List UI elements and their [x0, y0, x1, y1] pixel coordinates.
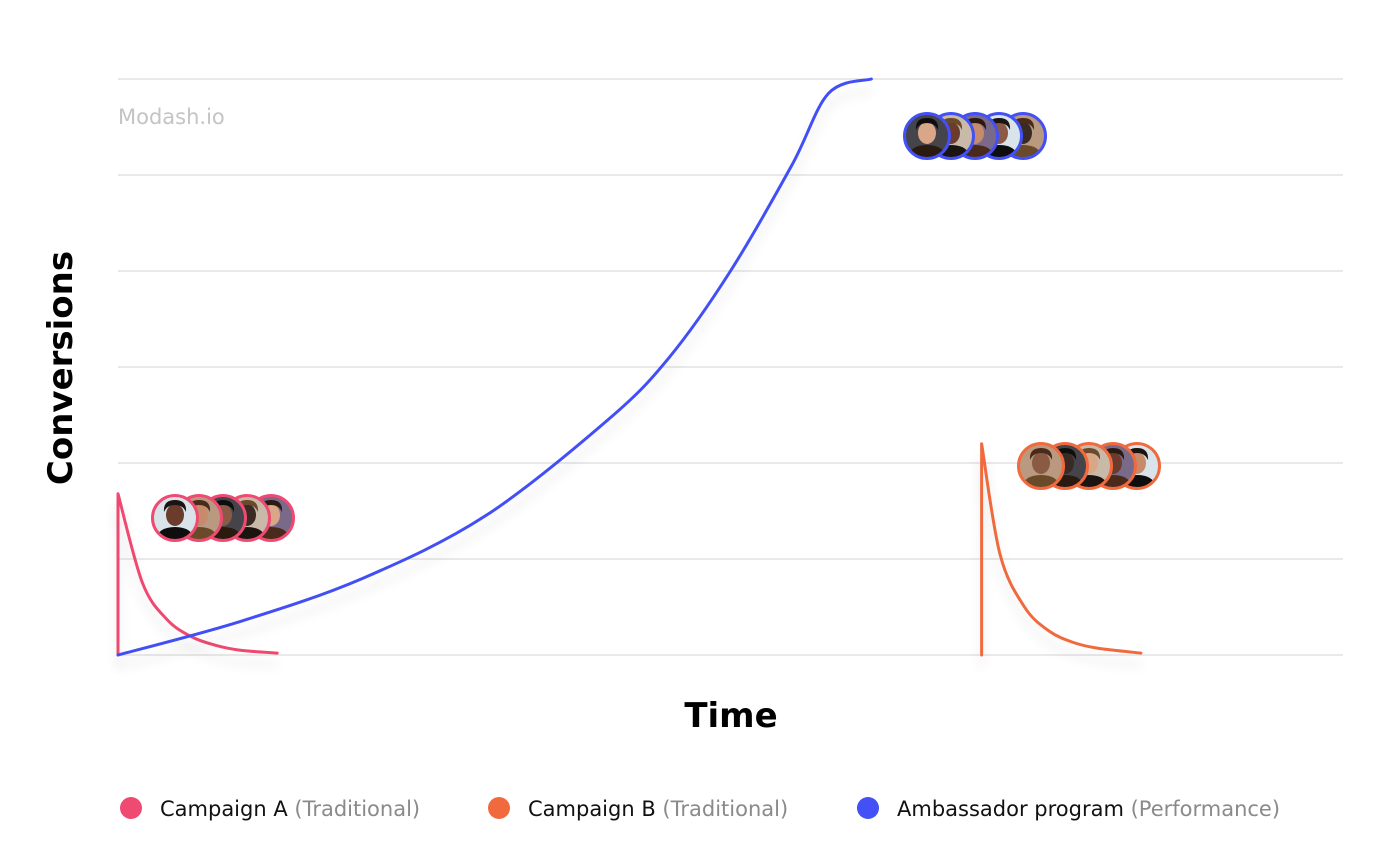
- avatar-group-ambassador: [903, 112, 1047, 160]
- legend-item-campaign-b: Campaign B (Traditional): [488, 797, 788, 821]
- avatar-group-campaign-b: [1017, 442, 1161, 490]
- series-line-ambassador: [116, 77, 873, 657]
- legend-swatch: [857, 797, 879, 819]
- legend-label: Campaign B (Traditional): [528, 797, 788, 821]
- series-line-campaign-b: [980, 442, 1143, 657]
- series-lines: [116, 77, 1143, 657]
- avatar-groups: [151, 112, 1161, 542]
- legend-swatch: [488, 797, 510, 819]
- avatar-group-campaign-a: [151, 494, 295, 542]
- legend-label: Campaign A (Traditional): [160, 797, 420, 821]
- legend-label: Ambassador program (Performance): [897, 797, 1280, 821]
- avatar: [903, 112, 951, 160]
- legend: Campaign A (Traditional) Campaign B (Trad…: [120, 797, 1280, 821]
- legend-series-name: Campaign B: [528, 797, 656, 821]
- x-axis-title: Time: [684, 696, 777, 736]
- y-axis-title: Conversions: [41, 251, 81, 485]
- avatar: [1017, 442, 1065, 490]
- legend-swatch: [120, 797, 142, 819]
- legend-series-type: (Traditional): [656, 797, 788, 821]
- avatar: [151, 494, 199, 542]
- legend-item-campaign-a: Campaign A (Traditional): [120, 797, 420, 821]
- legend-series-type: (Traditional): [288, 797, 420, 821]
- legend-series-type: (Performance): [1124, 797, 1280, 821]
- watermark-text: Modash.io: [118, 105, 225, 129]
- legend-series-name: Campaign A: [160, 797, 288, 821]
- legend-item-ambassador: Ambassador program (Performance): [857, 797, 1280, 821]
- gridlines: [118, 78, 1343, 656]
- legend-series-name: Ambassador program: [897, 797, 1124, 821]
